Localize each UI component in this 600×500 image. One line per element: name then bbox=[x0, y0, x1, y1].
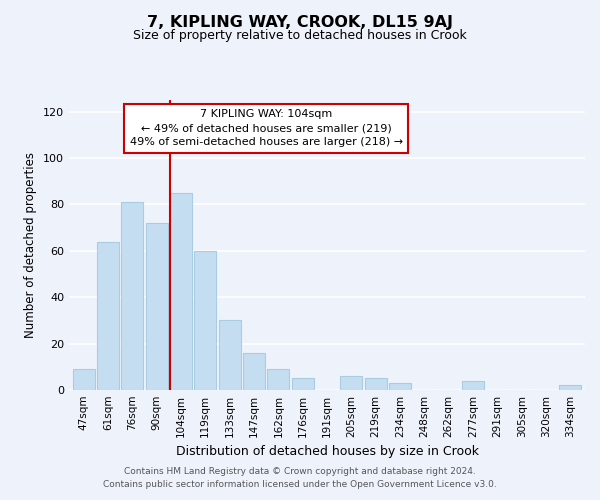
Bar bbox=[389, 383, 411, 390]
Text: 7, KIPLING WAY, CROOK, DL15 9AJ: 7, KIPLING WAY, CROOK, DL15 9AJ bbox=[147, 15, 453, 30]
Bar bbox=[146, 223, 167, 390]
Bar bbox=[559, 386, 581, 390]
Bar bbox=[462, 380, 484, 390]
Bar bbox=[218, 320, 241, 390]
X-axis label: Distribution of detached houses by size in Crook: Distribution of detached houses by size … bbox=[176, 446, 479, 458]
Bar bbox=[97, 242, 119, 390]
Bar bbox=[340, 376, 362, 390]
Bar bbox=[170, 193, 192, 390]
Y-axis label: Number of detached properties: Number of detached properties bbox=[25, 152, 37, 338]
Text: Contains HM Land Registry data © Crown copyright and database right 2024.: Contains HM Land Registry data © Crown c… bbox=[124, 467, 476, 476]
Bar bbox=[243, 353, 265, 390]
Bar bbox=[194, 251, 216, 390]
Text: Size of property relative to detached houses in Crook: Size of property relative to detached ho… bbox=[133, 28, 467, 42]
Text: Contains public sector information licensed under the Open Government Licence v3: Contains public sector information licen… bbox=[103, 480, 497, 489]
Text: 7 KIPLING WAY: 104sqm
← 49% of detached houses are smaller (219)
49% of semi-det: 7 KIPLING WAY: 104sqm ← 49% of detached … bbox=[130, 110, 403, 148]
Bar bbox=[121, 202, 143, 390]
Bar bbox=[268, 369, 289, 390]
Bar bbox=[365, 378, 386, 390]
Bar bbox=[73, 369, 95, 390]
Bar bbox=[292, 378, 314, 390]
